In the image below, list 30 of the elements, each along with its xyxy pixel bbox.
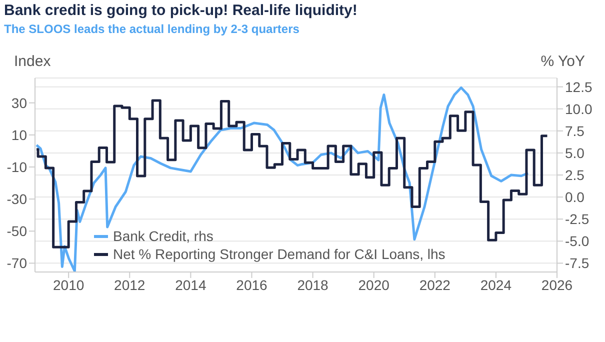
y2-tick-label: 0.0 (565, 189, 585, 206)
legend-label: Bank Credit, rhs (113, 228, 214, 244)
y2-tick-label: 7.5 (565, 122, 585, 139)
x-tick-label: 2020 (358, 276, 390, 293)
y2-tick-label: 12.5 (565, 78, 592, 95)
x-tick-label: 2026 (541, 276, 573, 293)
y2-tick-label: -7.5 (565, 255, 590, 272)
chart-title: Bank credit is going to pick-up! Real-life liquidity! (4, 2, 358, 19)
y2-tick-label: 10.0 (565, 100, 592, 117)
y2-axis-title: % YoY (540, 53, 585, 70)
x-tick-label: 2016 (236, 276, 268, 293)
x-tick-label: 2012 (114, 276, 146, 293)
y2-tick-label: -5.0 (565, 233, 590, 250)
legend-label: Net % Reporting Stronger Demand for C&I Loans, lhs (113, 246, 446, 262)
y-tick-label: -50 (6, 223, 28, 240)
x-tick-label: 2010 (53, 276, 84, 293)
x-tick-label: 2022 (419, 276, 451, 293)
y-axis-title: Index (14, 53, 51, 70)
y-tick-label: 30 (11, 94, 28, 111)
x-tick-label: 2024 (480, 276, 512, 293)
y-tick-label: -70 (6, 255, 28, 272)
y-tick-label: 10 (11, 126, 28, 143)
y2-tick-label: 5.0 (565, 144, 585, 161)
y2-tick-label: 2.5 (565, 166, 585, 183)
y-tick-label: -30 (6, 191, 28, 208)
x-tick-label: 2018 (297, 276, 329, 293)
y-tick-label: -10 (6, 158, 28, 175)
chart-subtitle: The SLOOS leads the actual lending by 2-3 quarters (4, 22, 300, 36)
x-tick-label: 2014 (175, 276, 206, 293)
y2-tick-label: -2.5 (565, 211, 590, 228)
